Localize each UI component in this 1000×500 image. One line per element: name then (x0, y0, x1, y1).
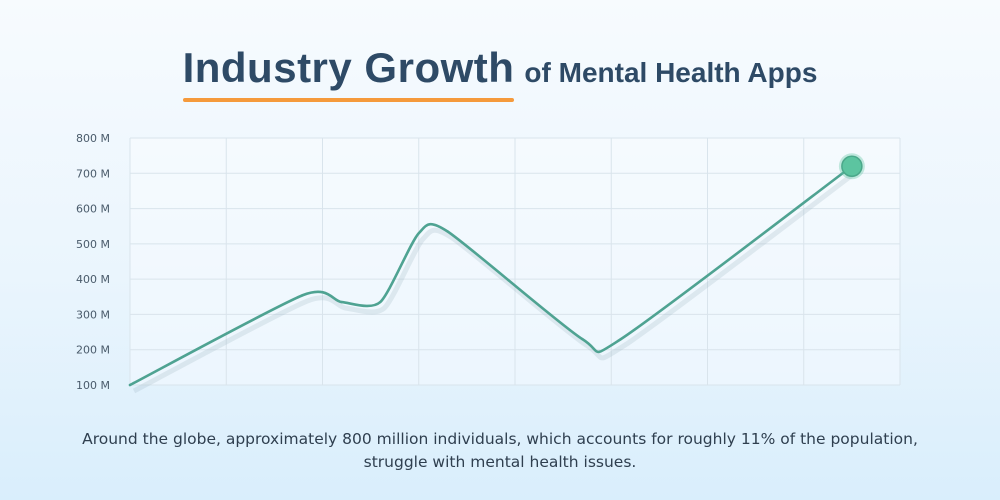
y-tick-label: 400 M (76, 273, 110, 286)
y-tick-label: 800 M (76, 132, 110, 145)
end-marker (841, 155, 863, 177)
data-point (581, 337, 584, 341)
y-tick-label: 600 M (76, 203, 110, 216)
y-tick-label: 500 M (76, 238, 110, 251)
series-line-shadow (132, 170, 858, 394)
series-line (128, 164, 854, 387)
data-point (128, 383, 132, 387)
y-tick-label: 200 M (76, 344, 110, 357)
data-point (619, 337, 623, 341)
chart-caption: Around the globe, approximately 800 mill… (82, 430, 918, 471)
title-main: Industry Growth (182, 44, 515, 102)
data-point (340, 300, 343, 304)
y-tick-label: 300 M (76, 308, 110, 321)
data-point (417, 232, 420, 235)
data-point (379, 300, 382, 304)
title-underline (182, 98, 515, 102)
title-rest: of Mental Health Apps (524, 57, 818, 88)
y-tick-label: 100 M (76, 379, 110, 392)
y-tick-label: 700 M (76, 167, 110, 180)
data-point (302, 293, 305, 297)
data-point (446, 230, 449, 233)
chart-title: Industry Growth of Mental Health Apps (0, 44, 1000, 102)
